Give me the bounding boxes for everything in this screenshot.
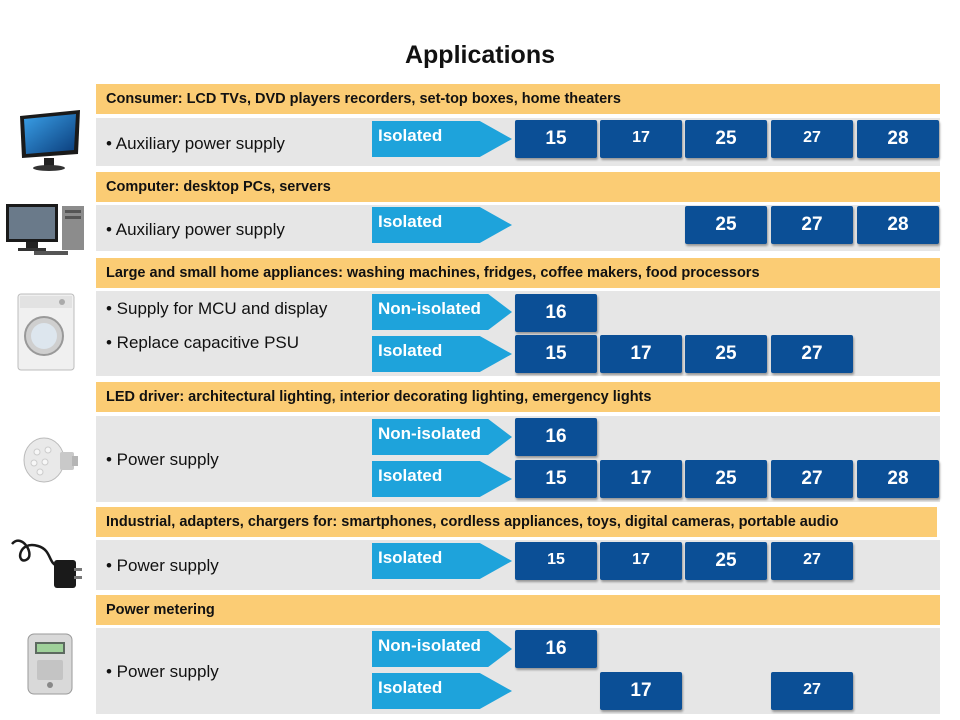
isolated-arrow: Isolated: [372, 336, 512, 372]
part-chip: 17: [600, 460, 682, 498]
part-chip: 25: [685, 206, 767, 244]
part-chip: 17: [600, 335, 682, 373]
part-chip: 16: [515, 294, 597, 332]
part-chip: 15: [515, 460, 597, 498]
isolated-arrow: Isolated: [372, 461, 512, 497]
desktop-pc-icon: [4, 200, 88, 261]
bullet-text: • Auxiliary power supply: [106, 134, 285, 153]
non-isolated-arrow: Non-isolated: [372, 419, 512, 455]
section-header-appliances: Large and small home appliances: washing…: [96, 258, 940, 288]
part-chip: 27: [771, 672, 853, 710]
bullet-text: • Supply for MCU and display: [106, 299, 328, 318]
part-chip: 28: [857, 206, 939, 244]
part-chip: 28: [857, 460, 939, 498]
part-chip: 15: [515, 120, 597, 158]
isolated-arrow: Isolated: [372, 543, 512, 579]
non-isolated-arrow: Non-isolated: [372, 294, 512, 330]
section-header-computer: Computer: desktop PCs, servers: [96, 172, 940, 202]
part-chip: 16: [515, 418, 597, 456]
non-isolated-arrow: Non-isolated: [372, 631, 512, 667]
bullet-text: • Power supply: [106, 556, 219, 575]
part-chip: 27: [771, 542, 853, 580]
isolated-arrow: Isolated: [372, 207, 512, 243]
part-chip: 25: [685, 542, 767, 580]
part-chip: 15: [515, 542, 597, 580]
part-chip: 15: [515, 335, 597, 373]
part-chip: 27: [771, 460, 853, 498]
bullet-text: • Auxiliary power supply: [106, 220, 285, 239]
part-chip: 27: [771, 206, 853, 244]
part-chip: 25: [685, 120, 767, 158]
part-chip: 27: [771, 120, 853, 158]
part-chip: 16: [515, 630, 597, 668]
led-bulb-icon: [20, 434, 80, 495]
section-header-power-metering: Power metering: [96, 595, 940, 625]
part-chip: 28: [857, 120, 939, 158]
charger-adapter-icon: [8, 530, 86, 599]
part-chip: 17: [600, 120, 682, 158]
part-chip: 27: [771, 335, 853, 373]
part-chip: 25: [685, 460, 767, 498]
section-header-industrial: Industrial, adapters, chargers for: smar…: [96, 507, 937, 537]
part-chip: 17: [600, 542, 682, 580]
page-title: Applications: [404, 41, 555, 69]
bullet-text: • Replace capacitive PSU: [106, 333, 300, 352]
lcd-tv-icon: [18, 108, 82, 179]
part-chip: 25: [685, 335, 767, 373]
part-chip: 17: [600, 672, 682, 710]
bullet-text: • Power supply: [106, 662, 219, 681]
isolated-arrow: Isolated: [372, 121, 512, 157]
isolated-arrow: Isolated: [372, 673, 512, 709]
section-header-consumer: Consumer: LCD TVs, DVD players recorders…: [96, 84, 940, 114]
washing-machine-icon: [14, 292, 78, 377]
bullet-text: • Power supply: [106, 450, 219, 469]
power-meter-icon: [24, 632, 76, 701]
section-header-led-driver: LED driver: architectural lighting, inte…: [96, 382, 940, 412]
